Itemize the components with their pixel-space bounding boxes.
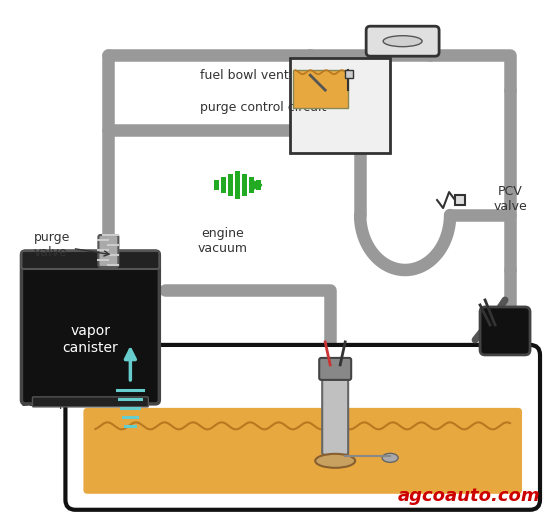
Text: purge
valve: purge valve xyxy=(34,231,109,259)
Bar xyxy=(455,195,465,205)
FancyBboxPatch shape xyxy=(32,397,148,407)
Text: purge control circuit: purge control circuit xyxy=(200,100,327,114)
Bar xyxy=(345,70,353,78)
Bar xyxy=(214,180,218,190)
Bar xyxy=(235,171,239,199)
Bar xyxy=(256,180,261,190)
FancyBboxPatch shape xyxy=(322,376,348,455)
FancyBboxPatch shape xyxy=(21,251,160,269)
FancyBboxPatch shape xyxy=(21,251,160,404)
Ellipse shape xyxy=(315,454,355,468)
FancyBboxPatch shape xyxy=(65,345,540,510)
Polygon shape xyxy=(293,70,348,108)
FancyBboxPatch shape xyxy=(98,235,118,267)
Bar xyxy=(249,177,254,193)
Text: atmosphere: atmosphere xyxy=(20,397,95,409)
Bar xyxy=(228,174,233,196)
Ellipse shape xyxy=(383,36,422,47)
Bar xyxy=(221,177,226,193)
Text: fuel bowl vent: fuel bowl vent xyxy=(200,68,289,82)
Ellipse shape xyxy=(382,453,398,462)
FancyBboxPatch shape xyxy=(480,307,530,355)
Text: PCV
valve: PCV valve xyxy=(493,185,527,213)
Text: agcoauto.com: agcoauto.com xyxy=(398,487,540,505)
FancyBboxPatch shape xyxy=(319,358,351,380)
Text: engine
vacuum: engine vacuum xyxy=(197,227,248,255)
FancyBboxPatch shape xyxy=(366,26,439,56)
FancyBboxPatch shape xyxy=(84,408,522,494)
Text: vapor
canister: vapor canister xyxy=(63,324,118,354)
Polygon shape xyxy=(290,58,390,153)
Bar xyxy=(242,174,246,196)
